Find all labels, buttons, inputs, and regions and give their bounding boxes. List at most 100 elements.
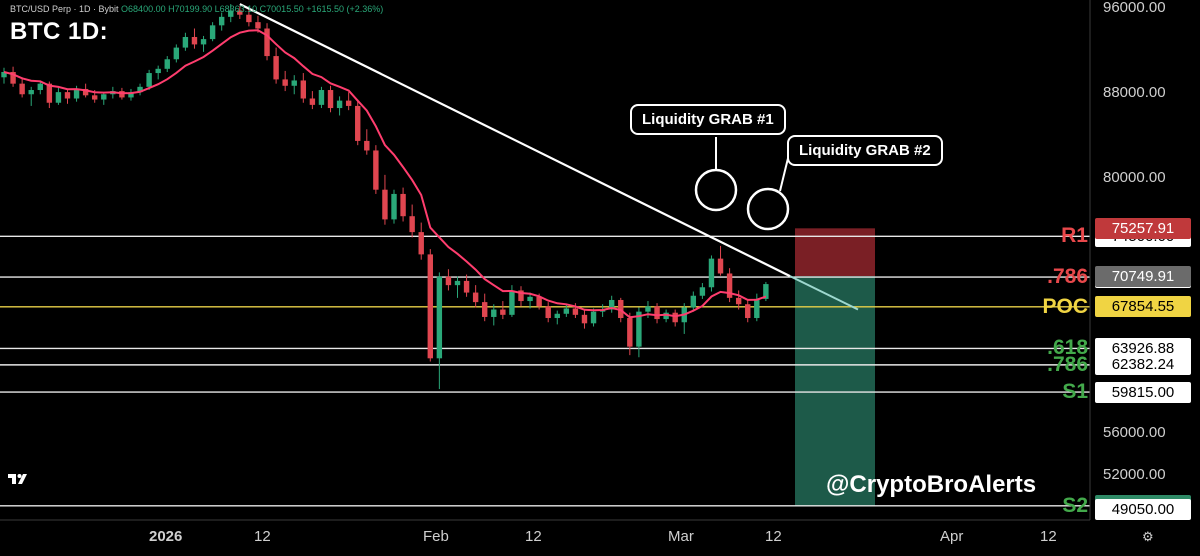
- candle-body-82: [745, 304, 751, 319]
- level-label-1: .786: [1047, 265, 1088, 289]
- level-label-5: S1: [1062, 380, 1088, 404]
- time-tick-4: Mar: [668, 528, 694, 545]
- price-tick-0: 96000.00: [1103, 0, 1166, 17]
- candle-body-83: [754, 298, 760, 319]
- candle-body-41: [373, 150, 379, 190]
- candle-body-6: [55, 92, 62, 103]
- ohlc-values: O68400.00 H70199.90 L68363.10 C70015.50 …: [121, 4, 384, 14]
- candle-body-57: [518, 290, 524, 302]
- candle-body-11: [101, 94, 107, 100]
- candle-body-76: [690, 295, 697, 308]
- take-profit-zone: [795, 276, 875, 506]
- candle-body-34: [309, 98, 316, 105]
- price-tick-1: 88000.00: [1103, 84, 1166, 102]
- candle-body-70: [636, 311, 642, 347]
- time-tick-2: Feb: [423, 528, 449, 545]
- candle-body-50: [454, 280, 461, 286]
- trendline: [239, 3, 791, 278]
- candle-body-38: [345, 100, 352, 106]
- candle-body-65: [590, 311, 597, 324]
- chart-title: BTC 1D:: [10, 18, 109, 45]
- level-label-4: .786: [1047, 352, 1088, 376]
- candle-body-37: [336, 100, 343, 109]
- liquidity-grab-2-circle: [746, 187, 790, 231]
- candle-body-60: [545, 306, 551, 319]
- candle-body-63: [572, 308, 579, 315]
- candle-body-55: [500, 309, 506, 315]
- candle-body-74: [672, 312, 678, 323]
- candle-body-49: [445, 276, 452, 286]
- candle-body-23: [209, 25, 216, 40]
- candle-body-80: [726, 273, 733, 298]
- candle-body-71: [645, 306, 651, 312]
- candle-body-51: [463, 280, 470, 293]
- trendline-projection: [789, 275, 859, 311]
- ema-line: [3, 29, 767, 319]
- price-tag-2: 67854.55: [1095, 296, 1191, 318]
- candle-body-17: [155, 68, 161, 74]
- time-tick-3: 12: [525, 528, 542, 545]
- level-label-0: R1: [1061, 224, 1088, 248]
- callout-liquidity-grab-1: Liquidity GRAB #1: [630, 104, 786, 135]
- candle-body-4: [37, 83, 43, 91]
- position-zones: [795, 228, 875, 506]
- candle-body-79: [717, 258, 724, 274]
- candle-body-72: [654, 306, 660, 320]
- extra-price-tag-0: 75257.91: [1095, 217, 1191, 239]
- liquidity-grab-1-circle: [694, 168, 738, 212]
- price-tag-3: 63926.88: [1095, 337, 1191, 359]
- candle-body-39: [355, 105, 361, 141]
- watermark: @CryptoBroAlerts: [826, 471, 1037, 498]
- candle-body-21: [191, 36, 198, 45]
- candle-body-43: [391, 193, 397, 220]
- symbol-label: BTC/USD Perp · 1D · Bybit: [10, 4, 119, 14]
- candle-body-52: [472, 292, 479, 303]
- candle-body-62: [563, 308, 570, 314]
- extra-price-tag-2: 49050.00: [1095, 499, 1191, 520]
- candle-body-33: [300, 80, 307, 99]
- candle-body-78: [708, 258, 715, 288]
- candle-body-25: [228, 10, 234, 17]
- candle-body-29: [264, 28, 270, 57]
- time-axis-bg: [0, 520, 1200, 556]
- candle-body-1: [10, 71, 16, 84]
- candle-body-22: [200, 39, 207, 45]
- level-label-3: .618: [1047, 336, 1088, 360]
- candle-body-5: [46, 83, 53, 103]
- candle-body-45: [409, 216, 415, 233]
- candle-body-84: [763, 284, 769, 299]
- candle-body-16: [146, 73, 152, 87]
- price-tick-3: 56000.00: [1103, 423, 1166, 441]
- candle-body-40: [364, 140, 370, 151]
- candle-body-48: [436, 276, 443, 359]
- candle-body-26: [237, 10, 243, 15]
- candle-body-8: [73, 88, 80, 99]
- price-tick-2: 80000.00: [1103, 169, 1166, 187]
- candle-body-32: [291, 80, 297, 86]
- candle-body-77: [699, 287, 706, 296]
- level-lines: [0, 235, 1090, 507]
- candle-body-19: [173, 47, 180, 60]
- candle-body-58: [527, 296, 533, 302]
- candle-body-0: [1, 71, 7, 78]
- stop-loss-zone: [795, 228, 875, 277]
- ohlc-header: BTC/USD Perp · 1D · Bybit O68400.00 H701…: [10, 4, 383, 14]
- time-tick-6: Apr: [940, 528, 964, 545]
- candle-body-67: [608, 299, 615, 310]
- settings-icon[interactable]: ⚙: [1142, 529, 1154, 544]
- candle-body-59: [536, 296, 542, 307]
- candle-body-73: [663, 312, 669, 320]
- time-tick-0: 2026: [149, 528, 183, 545]
- candle-body-47: [427, 254, 433, 359]
- tradingview-logo-icon[interactable]: [6, 470, 30, 490]
- candle-body-28: [255, 22, 261, 29]
- candle-body-27: [246, 14, 252, 23]
- level-label-6: S2: [1062, 493, 1088, 517]
- candle-body-35: [318, 90, 325, 105]
- candle-body-69: [627, 318, 633, 347]
- candle-body-2: [19, 83, 25, 95]
- time-tick-1: 12: [254, 528, 271, 545]
- candle-body-20: [182, 36, 189, 48]
- candle-body-42: [382, 189, 388, 220]
